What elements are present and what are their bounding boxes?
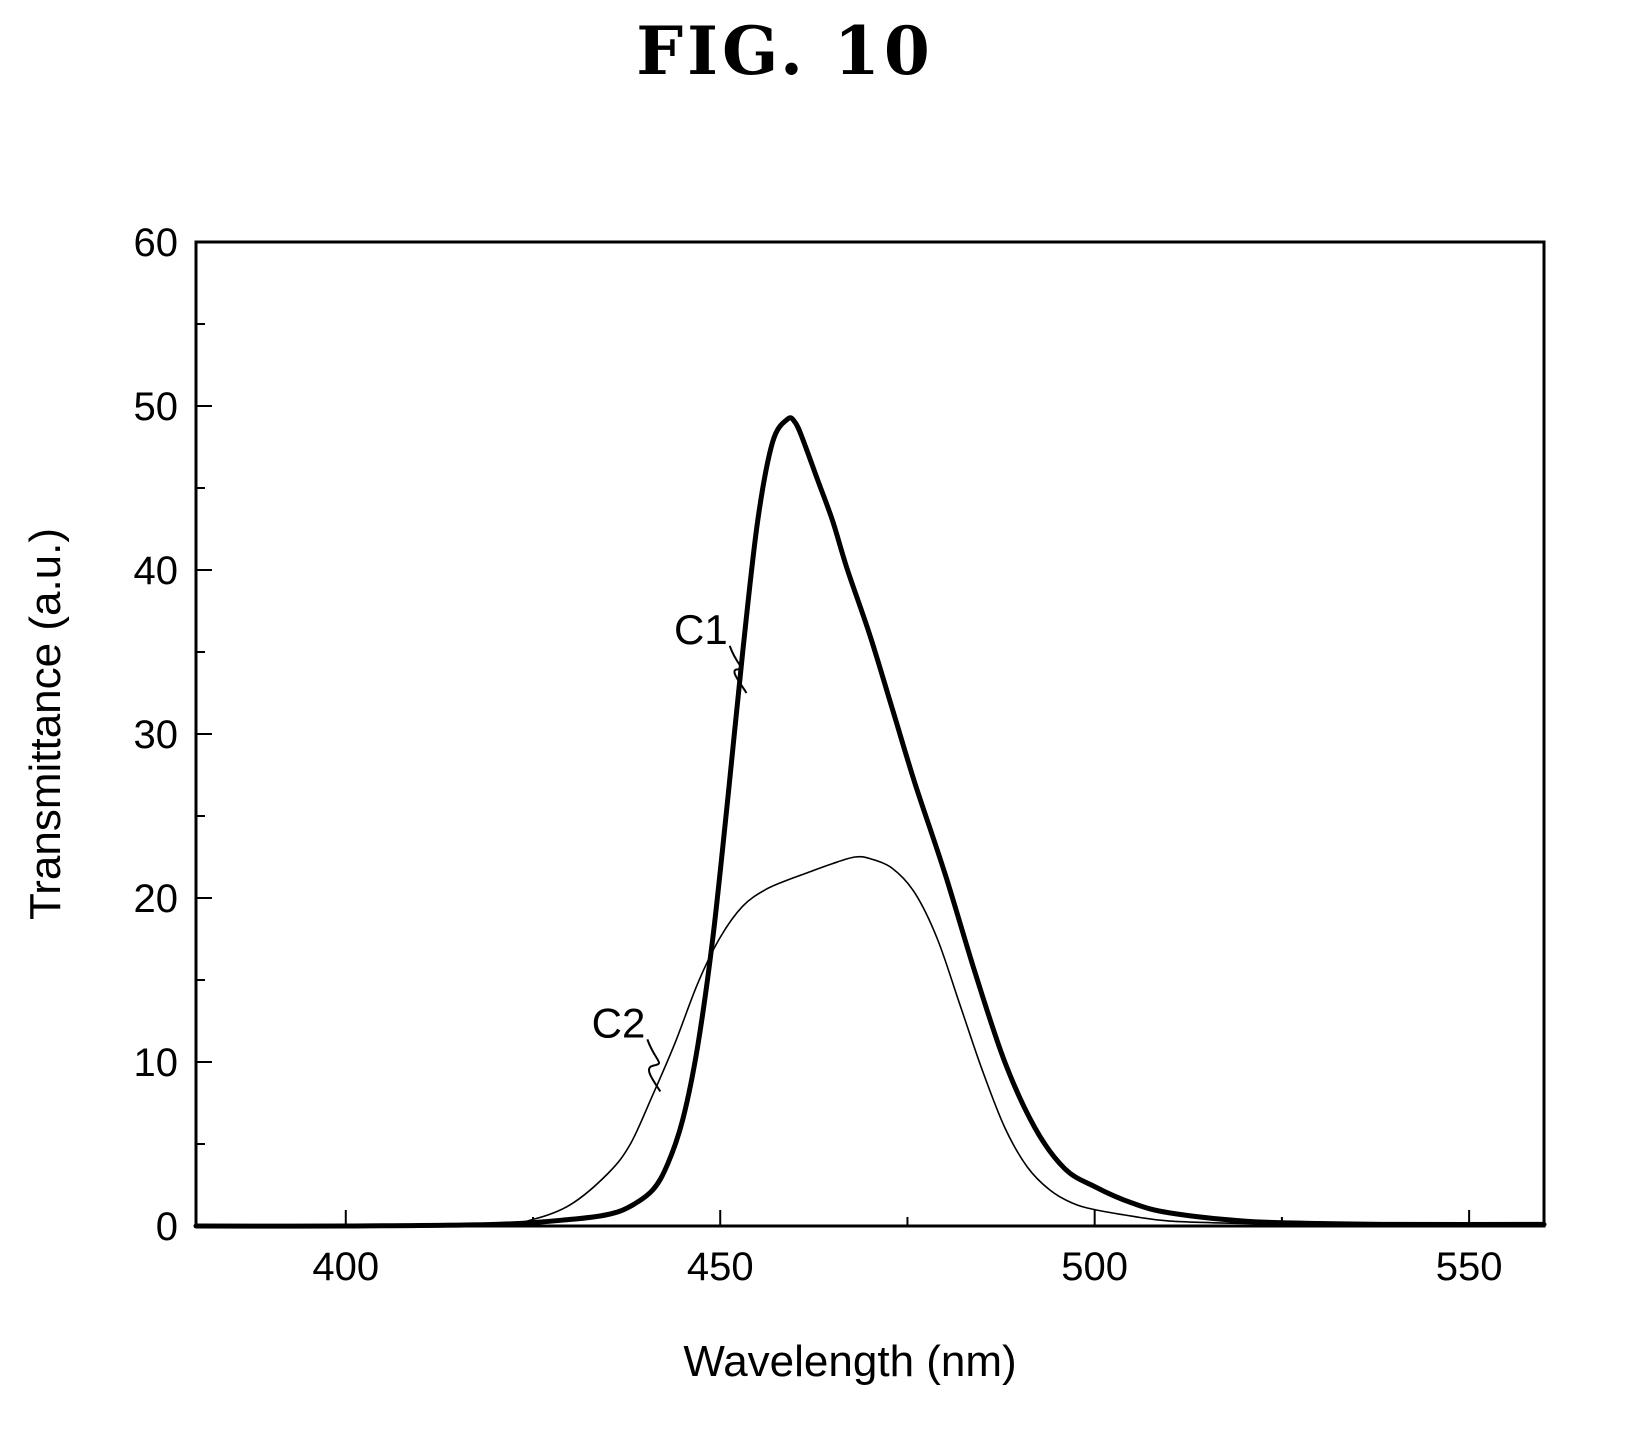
series-line-c2 <box>195 855 1545 1227</box>
series-annotations: C1 C2 <box>592 606 748 1093</box>
annotation-leader-c1 <box>728 645 748 694</box>
y-tick-label: 20 <box>134 877 179 921</box>
y-tick-label: 50 <box>134 385 179 429</box>
annotation-label-c1: C1 <box>674 606 728 653</box>
y-tick-label: 40 <box>134 549 179 593</box>
x-axis-label: Wavelength (nm) <box>683 1337 1016 1386</box>
x-tick-label: 550 <box>1436 1245 1503 1289</box>
y-tick-label: 60 <box>134 221 179 265</box>
annotation-label-c2: C2 <box>592 999 646 1046</box>
axis-ticks: 0 10 20 30 40 50 60 400 450 500 550 <box>134 221 1503 1289</box>
y-tick-label: 0 <box>156 1205 178 1249</box>
y-axis-label: Transmittance (a.u.) <box>21 528 70 920</box>
plot-frame <box>194 240 1546 1228</box>
x-tick-label: 500 <box>1061 1245 1128 1289</box>
x-tick-label: 400 <box>312 1245 379 1289</box>
figure-title: FIG. 10 <box>636 12 934 90</box>
y-tick-label: 30 <box>134 713 179 757</box>
x-tick-label: 450 <box>687 1245 754 1289</box>
y-tick-label: 10 <box>134 1041 179 1085</box>
plot-area <box>194 240 1546 1228</box>
series-line-c1 <box>193 415 1547 1229</box>
annotation-leader-c2 <box>646 1039 662 1093</box>
data-series <box>193 415 1547 1229</box>
